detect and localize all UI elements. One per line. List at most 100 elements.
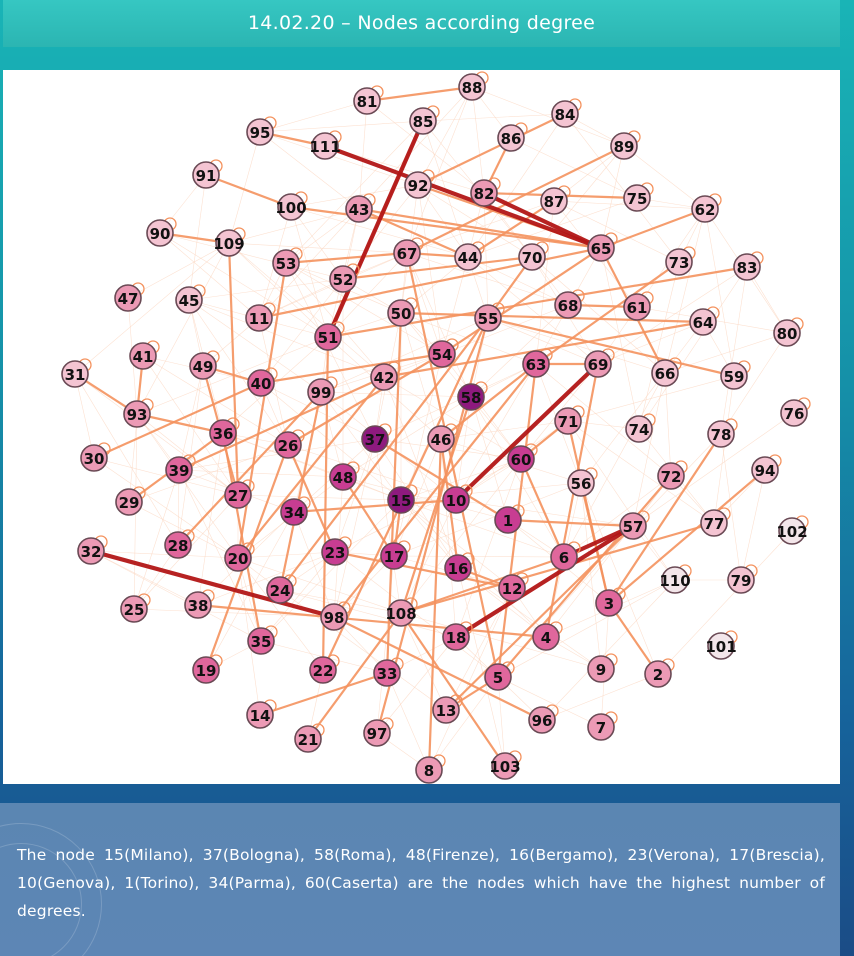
background-edge bbox=[400, 499, 547, 638]
node-circle bbox=[224, 544, 252, 572]
node-label: 87 bbox=[544, 193, 565, 211]
node-label: 90 bbox=[150, 225, 171, 243]
background-edge bbox=[470, 304, 569, 398]
graph-edge bbox=[92, 381, 263, 460]
node-88: 88 bbox=[458, 71, 489, 101]
background-edge bbox=[428, 676, 499, 771]
node-label: 29 bbox=[119, 494, 140, 512]
node-circle bbox=[353, 87, 381, 115]
background-edge bbox=[600, 247, 640, 430]
node-12: 12 bbox=[498, 572, 529, 602]
node-circle bbox=[277, 193, 305, 221]
node-circle bbox=[454, 243, 482, 271]
node-49: 49 bbox=[189, 350, 220, 380]
background-edge bbox=[471, 86, 625, 147]
graph-edge bbox=[440, 246, 603, 356]
node-2: 2 bbox=[644, 658, 675, 688]
graph-edge bbox=[196, 603, 548, 639]
background-edge bbox=[704, 208, 735, 377]
node-label: 35 bbox=[251, 633, 272, 651]
node-circle bbox=[727, 566, 755, 594]
background-edge bbox=[259, 100, 368, 133]
node-57: 57 bbox=[619, 510, 650, 540]
background-edge bbox=[720, 433, 742, 581]
graph-edge bbox=[607, 601, 660, 676]
background-edge bbox=[580, 482, 659, 675]
node-circle bbox=[77, 537, 105, 565]
graph-edge bbox=[365, 85, 474, 103]
node-circle bbox=[651, 359, 679, 387]
background-edge bbox=[188, 299, 289, 446]
caption-text: The node 15(Milano), 37(Bologna), 58(Rom… bbox=[17, 846, 825, 920]
node-label: 73 bbox=[669, 254, 690, 272]
node-label: 82 bbox=[474, 185, 495, 203]
node-65: 65 bbox=[587, 232, 618, 262]
node-circle bbox=[661, 566, 689, 594]
node-label: 6 bbox=[559, 549, 569, 567]
node-label: 79 bbox=[731, 572, 752, 590]
node-circle bbox=[773, 319, 801, 347]
node-8: 8 bbox=[415, 754, 446, 784]
node-label: 4 bbox=[541, 629, 551, 647]
node-circle bbox=[272, 249, 300, 277]
node-label: 28 bbox=[168, 537, 189, 555]
node-circle bbox=[415, 756, 443, 784]
node-85: 85 bbox=[409, 105, 440, 135]
background-edge bbox=[188, 299, 385, 378]
background-edge bbox=[320, 391, 472, 398]
node-label: 63 bbox=[526, 356, 547, 374]
node-circle bbox=[587, 655, 615, 683]
background-edge bbox=[376, 636, 457, 734]
background-edge bbox=[553, 200, 680, 263]
background-edge bbox=[400, 312, 522, 460]
node-28: 28 bbox=[164, 529, 195, 559]
background-edge bbox=[334, 551, 499, 678]
caption-panel: The node 15(Milano), 37(Bologna), 58(Rom… bbox=[0, 803, 840, 956]
node-circle bbox=[165, 456, 193, 484]
background-edge bbox=[541, 579, 676, 721]
graph-edge bbox=[176, 390, 323, 547]
node-circle bbox=[497, 124, 525, 152]
background-edge bbox=[228, 242, 385, 378]
node-label: 68 bbox=[558, 297, 579, 315]
node-29: 29 bbox=[115, 486, 146, 516]
node-51: 51 bbox=[314, 321, 345, 351]
background-edge bbox=[383, 376, 522, 460]
node-32: 32 bbox=[77, 535, 108, 565]
node-38: 38 bbox=[184, 589, 215, 619]
node-circle bbox=[623, 293, 651, 321]
node-label: 52 bbox=[333, 271, 354, 289]
node-circle bbox=[751, 456, 779, 484]
background-edge bbox=[713, 375, 735, 524]
strong-edge bbox=[481, 190, 604, 251]
background-edge bbox=[178, 365, 204, 471]
node-circle bbox=[146, 219, 174, 247]
node-label: 89 bbox=[614, 138, 635, 156]
node-label: 21 bbox=[298, 731, 319, 749]
graph-edge bbox=[416, 112, 567, 187]
background-edge bbox=[567, 420, 676, 581]
background-edge bbox=[664, 332, 788, 374]
node-circle bbox=[432, 696, 460, 724]
node-circle bbox=[123, 400, 151, 428]
node-1: 1 bbox=[494, 504, 525, 534]
node-20: 20 bbox=[224, 542, 255, 572]
node-circle bbox=[540, 187, 568, 215]
node-circle bbox=[691, 195, 719, 223]
node-100: 100 bbox=[275, 191, 308, 221]
node-41: 41 bbox=[129, 340, 160, 370]
background-edge bbox=[342, 184, 419, 280]
node-58: 58 bbox=[457, 381, 488, 411]
node-label: 74 bbox=[629, 421, 650, 439]
background-edge bbox=[228, 208, 360, 244]
background-edge bbox=[406, 86, 473, 254]
node-48: 48 bbox=[329, 461, 360, 491]
node-42: 42 bbox=[370, 361, 401, 391]
node-label: 53 bbox=[276, 255, 297, 273]
background-edge bbox=[285, 262, 376, 440]
node-circle bbox=[644, 660, 672, 688]
node-64: 64 bbox=[689, 306, 720, 336]
node-17: 17 bbox=[380, 540, 411, 570]
node-label: 69 bbox=[588, 356, 609, 374]
node-label: 77 bbox=[704, 515, 725, 533]
